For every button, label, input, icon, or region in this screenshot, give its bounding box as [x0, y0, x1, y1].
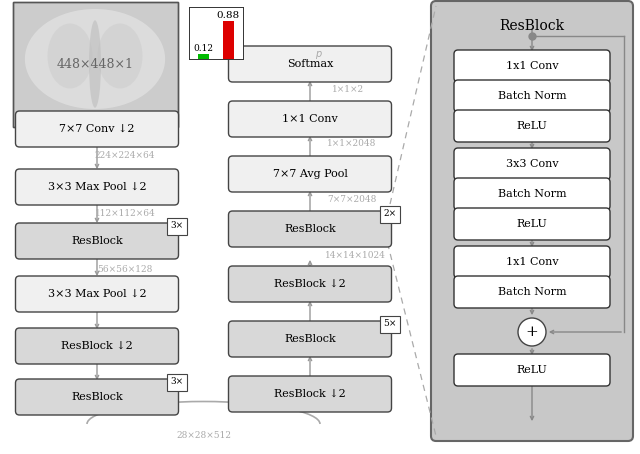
Text: 1×1 Conv: 1×1 Conv: [282, 114, 338, 124]
Text: Batch Norm: Batch Norm: [498, 91, 566, 101]
Ellipse shape: [97, 24, 143, 89]
Text: 7×7 Conv ↓2: 7×7 Conv ↓2: [60, 124, 135, 134]
FancyBboxPatch shape: [15, 223, 179, 259]
Text: 7×7 Avg Pool: 7×7 Avg Pool: [273, 169, 348, 179]
Text: 3x3 Conv: 3x3 Conv: [506, 159, 558, 169]
FancyBboxPatch shape: [228, 46, 392, 82]
Text: ResBlock ↓2: ResBlock ↓2: [274, 389, 346, 399]
Text: ReLU: ReLU: [516, 365, 547, 375]
Text: Softmax: Softmax: [287, 59, 333, 69]
FancyBboxPatch shape: [228, 266, 392, 302]
FancyBboxPatch shape: [15, 379, 179, 415]
Text: ResBlock: ResBlock: [499, 19, 564, 33]
Text: $p$: $p$: [315, 49, 323, 61]
Text: 3×3 Max Pool ↓2: 3×3 Max Pool ↓2: [48, 289, 147, 299]
Text: 5×: 5×: [383, 320, 396, 329]
FancyBboxPatch shape: [228, 376, 392, 412]
Text: ResBlock ↓2: ResBlock ↓2: [61, 341, 133, 351]
Text: 0.88: 0.88: [217, 11, 240, 20]
Text: 3×3 Max Pool ↓2: 3×3 Max Pool ↓2: [48, 182, 147, 192]
Text: 1×1×2048: 1×1×2048: [327, 139, 377, 148]
FancyBboxPatch shape: [431, 1, 633, 441]
FancyBboxPatch shape: [454, 354, 610, 386]
Text: ReLU: ReLU: [516, 219, 547, 229]
Text: 112×112×64: 112×112×64: [95, 209, 156, 218]
Text: ResBlock: ResBlock: [71, 392, 123, 402]
FancyBboxPatch shape: [15, 328, 179, 364]
Text: 2×: 2×: [383, 209, 396, 218]
Ellipse shape: [47, 24, 93, 89]
Text: 1x1 Conv: 1x1 Conv: [506, 61, 558, 71]
Text: ResBlock: ResBlock: [284, 334, 336, 344]
Text: Batch Norm: Batch Norm: [498, 287, 566, 297]
Circle shape: [518, 318, 546, 346]
Text: 56×56×128: 56×56×128: [97, 266, 153, 275]
FancyBboxPatch shape: [228, 321, 392, 357]
Text: ResBlock: ResBlock: [284, 224, 336, 234]
Text: 448×448×1: 448×448×1: [56, 58, 134, 70]
Bar: [13, 1, 177, 127]
FancyBboxPatch shape: [454, 148, 610, 180]
Bar: [13, 1, 177, 127]
FancyBboxPatch shape: [454, 208, 610, 240]
Text: 28×28×512: 28×28×512: [176, 431, 231, 440]
Text: +: +: [525, 325, 538, 339]
Text: Batch Norm: Batch Norm: [498, 189, 566, 199]
FancyBboxPatch shape: [454, 80, 610, 112]
FancyBboxPatch shape: [228, 101, 392, 137]
FancyBboxPatch shape: [454, 50, 610, 82]
Bar: [198, 54, 209, 59]
Text: 1×1×2: 1×1×2: [332, 84, 364, 94]
Bar: [223, 21, 234, 59]
FancyBboxPatch shape: [454, 178, 610, 210]
Text: 3×: 3×: [170, 222, 183, 231]
FancyBboxPatch shape: [15, 111, 179, 147]
Text: 1x1 Conv: 1x1 Conv: [506, 257, 558, 267]
FancyBboxPatch shape: [15, 169, 179, 205]
FancyBboxPatch shape: [454, 276, 610, 308]
Text: 0.12: 0.12: [194, 44, 214, 53]
FancyBboxPatch shape: [228, 156, 392, 192]
Ellipse shape: [25, 9, 165, 109]
FancyBboxPatch shape: [454, 246, 610, 278]
FancyBboxPatch shape: [166, 374, 186, 390]
Text: 14×14×1024: 14×14×1024: [324, 252, 385, 261]
Text: 7×7×2048: 7×7×2048: [327, 196, 377, 204]
Text: ResBlock: ResBlock: [71, 236, 123, 246]
Ellipse shape: [89, 20, 101, 108]
Text: ReLU: ReLU: [516, 121, 547, 131]
Text: ResBlock ↓2: ResBlock ↓2: [274, 279, 346, 289]
Text: 224×224×64: 224×224×64: [95, 152, 156, 161]
FancyBboxPatch shape: [380, 316, 399, 332]
FancyBboxPatch shape: [380, 206, 399, 222]
FancyBboxPatch shape: [228, 211, 392, 247]
FancyBboxPatch shape: [454, 110, 610, 142]
FancyBboxPatch shape: [166, 217, 186, 235]
FancyBboxPatch shape: [15, 276, 179, 312]
Text: 3×: 3×: [170, 377, 183, 386]
